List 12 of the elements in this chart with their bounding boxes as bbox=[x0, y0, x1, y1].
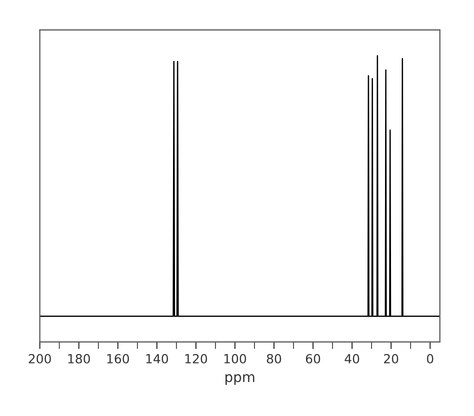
x-tick-label: 160 bbox=[107, 354, 129, 364]
x-tick-label: 40 bbox=[344, 354, 360, 364]
x-tick-label: 80 bbox=[266, 354, 282, 364]
x-tick-label: 20 bbox=[384, 354, 398, 364]
x-tick-label: 100 bbox=[224, 354, 246, 364]
x-tick-label: 0 bbox=[426, 354, 434, 364]
x-tick-label: 60 bbox=[306, 354, 320, 364]
x-axis-title: ppm bbox=[226, 374, 254, 385]
x-tick-label: 200 bbox=[28, 354, 51, 364]
x-tick-label: 120 bbox=[185, 354, 208, 364]
x-tick-label: 180 bbox=[68, 354, 90, 364]
x-tick-label: 140 bbox=[146, 354, 168, 364]
